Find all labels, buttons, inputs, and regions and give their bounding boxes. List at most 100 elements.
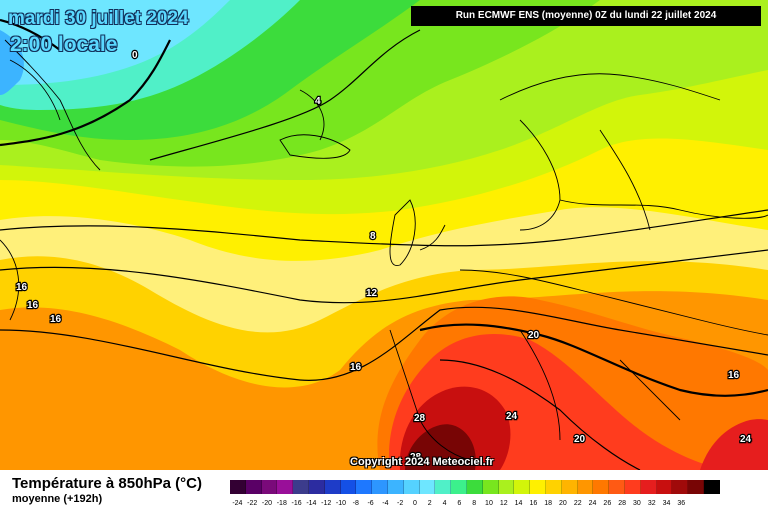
isotherm-label-16c: 16	[50, 314, 62, 325]
legend-swatch	[435, 480, 452, 494]
legend-label: 2	[427, 500, 432, 507]
legend-label: 10	[485, 500, 493, 507]
italy-coast	[519, 329, 561, 441]
legend-footer: Température à 850hPa (°C) moyenne (+192h…	[0, 470, 768, 512]
legend-swatch	[498, 480, 515, 494]
isotherm-label-24b: 24	[740, 434, 752, 445]
legend-swatch	[482, 480, 499, 494]
isotherms	[0, 18, 768, 471]
legend-label: 18	[544, 500, 553, 507]
legend-swatch	[403, 480, 420, 494]
border-lines	[559, 199, 768, 219]
legend-swatch	[451, 480, 467, 494]
legend-label: 4	[442, 500, 447, 507]
legend-swatch	[308, 480, 325, 494]
isotherm-8	[0, 209, 768, 247]
isotherm-label-28a: 28	[414, 413, 426, 424]
temperature-map: 0 4 8 12 16 16 16 16 16 20 20 24 24 28 2…	[0, 0, 768, 471]
norway-coast	[519, 119, 561, 231]
legend-swatch	[466, 480, 483, 494]
legend-label: -18	[276, 500, 287, 507]
copyright-notice: Copyright 2024 Meteociel.fr	[350, 456, 494, 468]
legend-swatch	[688, 480, 704, 494]
legend-label: -8	[352, 500, 359, 507]
legend-label: -24	[232, 500, 243, 507]
legend-swatch	[577, 480, 594, 494]
legend-label: 36	[677, 500, 686, 507]
isotherm-label-16d: 16	[350, 362, 362, 373]
legend-label: 26	[603, 500, 612, 507]
ireland-coast	[419, 224, 446, 251]
isotherm-label-16e: 16	[728, 370, 740, 381]
legend-label: 32	[647, 500, 656, 507]
isotherm-0	[0, 39, 171, 147]
legend-label: -20	[261, 500, 273, 507]
iceland-coast	[279, 134, 351, 159]
map-canvas: 0 4 8 12 16 16 16 16 16 20 20 24 24 28 2…	[0, 0, 768, 471]
legend-label: -2	[397, 500, 404, 507]
legend-label: 30	[633, 500, 641, 507]
band-cyan	[0, 0, 230, 85]
variable-subtitle: moyenne (+192h)	[12, 493, 103, 505]
legend-swatch	[640, 480, 657, 494]
legend-swatch	[372, 480, 388, 494]
legend-swatch	[277, 480, 294, 494]
legend-swatch	[545, 480, 562, 494]
legend-label: 28	[618, 500, 627, 507]
isotherm-16	[0, 306, 768, 381]
balkans-coast	[619, 359, 681, 421]
isotherm-label-16b: 16	[27, 300, 39, 311]
legend-swatch	[703, 480, 720, 494]
coastlines	[0, 39, 768, 461]
scandinavia-coast	[499, 73, 721, 101]
legend-label: 34	[662, 500, 671, 507]
variable-title: Température à 850hPa (°C)	[12, 475, 202, 492]
band-east-hot	[700, 419, 768, 470]
legend-label: -22	[247, 500, 258, 507]
legend-label: 12	[499, 500, 508, 507]
greenland-coast-2	[9, 59, 61, 121]
forecast-time: 2:00 locale	[10, 33, 118, 56]
color-legend-labels: -24 -22 -20 -18 -16 -14 -12 -10 -8 -6 -4 -2 0 2 4 6 8 10 1…	[230, 500, 689, 507]
legend-swatch	[530, 480, 546, 494]
run-info-banner: Run ECMWF ENS (moyenne) 0Z du lundi 22 j…	[411, 6, 761, 26]
isotherm-label-28b: 28	[410, 452, 422, 463]
uk-coast	[389, 199, 416, 266]
legend-label: -16	[291, 500, 302, 507]
legend-label: -14	[306, 500, 317, 507]
isotherm-label-20b: 20	[574, 434, 586, 445]
forecast-date: mardi 30 juillet 2024	[8, 8, 189, 29]
isotherm-label-4: 4	[315, 96, 321, 107]
legend-swatch	[593, 480, 610, 494]
europe-coast	[459, 269, 768, 336]
legend-swatch	[656, 480, 673, 494]
svalbard-coast	[299, 89, 325, 141]
legend-label: 22	[573, 500, 582, 507]
legend-label: 6	[457, 500, 462, 507]
legend-swatch	[340, 480, 357, 494]
legend-label: 8	[472, 500, 477, 507]
legend-label: -6	[367, 500, 374, 507]
legend-swatch	[672, 480, 689, 494]
band-core-dark	[405, 424, 476, 470]
legend-swatch	[419, 480, 436, 494]
isotherm-24	[439, 359, 641, 471]
isotherm-label-12: 12	[366, 288, 378, 299]
band-cold	[0, 30, 24, 95]
legend-swatch	[387, 480, 404, 494]
legend-swatch	[609, 480, 625, 494]
isotherm-labels: 0 4 8 12 16 16 16 16 16 20 20 24 24 28 2…	[15, 49, 753, 464]
isotherm-label-16a: 16	[16, 282, 28, 293]
legend-label: 0	[413, 500, 417, 507]
legend-label: -12	[321, 500, 332, 507]
isotherm-20	[419, 323, 768, 397]
isotherm-4	[149, 29, 421, 161]
sweden-coast	[599, 129, 651, 231]
isotherm-0-b	[0, 18, 61, 51]
legend-label: 16	[529, 500, 538, 507]
legend-swatch	[356, 480, 373, 494]
legend-swatch	[261, 480, 278, 494]
isotherm-label-0: 0	[132, 50, 138, 61]
isotherm-12	[0, 249, 768, 304]
legend-swatch	[324, 480, 341, 494]
